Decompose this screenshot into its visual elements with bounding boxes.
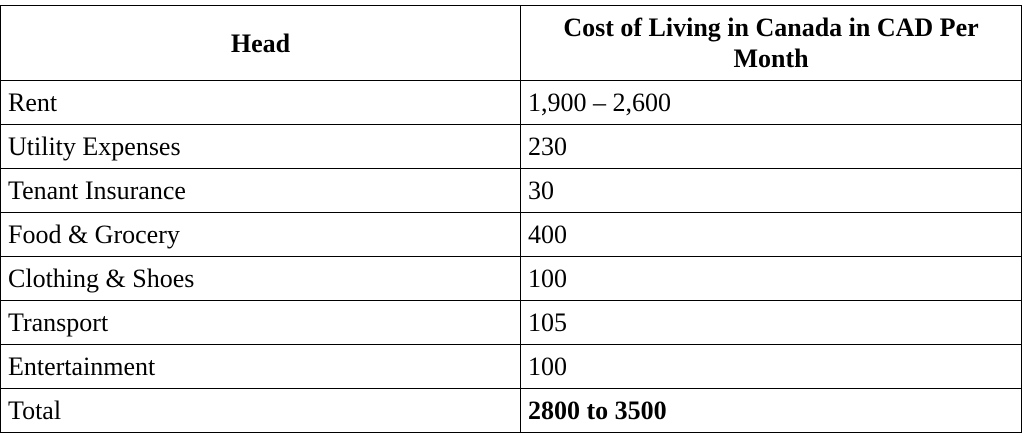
- table-row: Utility Expenses 230: [0, 124, 1022, 169]
- table-row: Rent 1,900 – 2,600: [0, 80, 1022, 125]
- table-cell: 105: [520, 300, 1022, 345]
- cost-table: Head Cost of Living in Canada in CAD Per …: [0, 5, 1022, 433]
- table-cell: 100: [520, 344, 1022, 389]
- table-cell: Rent: [0, 80, 521, 125]
- table-cell: Tenant Insurance: [0, 168, 521, 213]
- header-cell: Cost of Living in Canada in CAD Per Mont…: [520, 5, 1022, 81]
- table-row: Food & Grocery 400: [0, 212, 1022, 257]
- table-cell: Transport: [0, 300, 521, 345]
- table-cell: Clothing & Shoes: [0, 256, 521, 301]
- table-cell: 400: [520, 212, 1022, 257]
- table-cell: 230: [520, 124, 1022, 169]
- table-cell: 100: [520, 256, 1022, 301]
- table-body: Rent 1,900 – 2,600 Utility Expenses 230 Tena…: [0, 80, 1022, 433]
- table-row: Clothing & Shoes 100: [0, 256, 1022, 301]
- table-cell: 30: [520, 168, 1022, 213]
- table-cell: Entertainment: [0, 344, 521, 389]
- header-row: Head Cost of Living in Canada in CAD Per …: [0, 5, 1022, 81]
- table-cell: Total: [0, 388, 521, 433]
- table-header: Head Cost of Living in Canada in CAD Per …: [0, 5, 1022, 81]
- table-cell: 2800 to 3500: [520, 388, 1022, 433]
- table-cell: Food & Grocery: [0, 212, 521, 257]
- table-row: Transport 105: [0, 300, 1022, 345]
- table-cell: Utility Expenses: [0, 124, 521, 169]
- table-row: Tenant Insurance 30: [0, 168, 1022, 213]
- table-cell: 1,900 – 2,600: [520, 80, 1022, 125]
- table-row: Total 2800 to 3500: [0, 388, 1022, 433]
- header-cell: Head: [0, 5, 521, 81]
- table-row: Entertainment 100: [0, 344, 1022, 389]
